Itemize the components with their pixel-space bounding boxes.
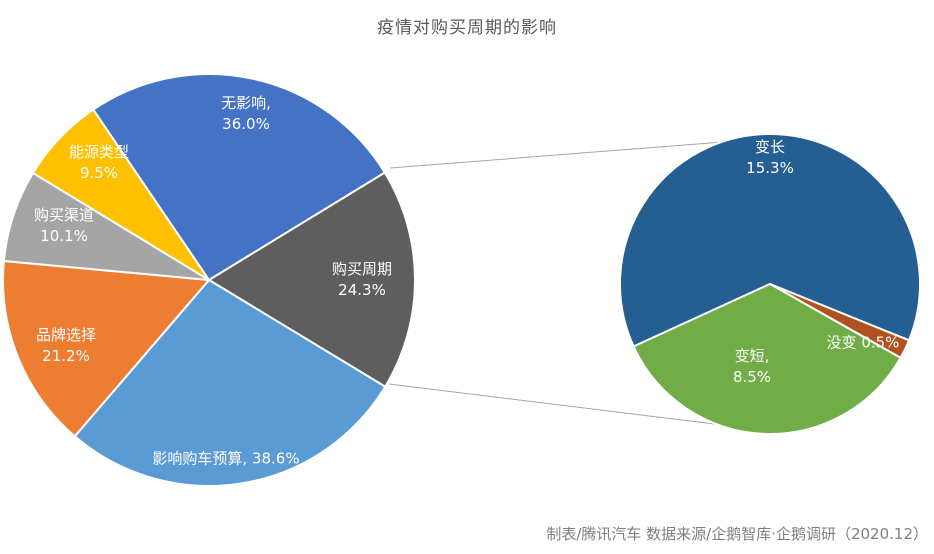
source-note: 制表/腾讯汽车 数据来源/企鹅智库·企鹅调研（2020.12） xyxy=(546,525,928,543)
secondary-pie-slice-0 xyxy=(619,133,921,348)
main-pie-slice-5 xyxy=(32,108,210,281)
connector-line-1 xyxy=(389,140,737,169)
chart-title: 疫情对购买周期的影响 xyxy=(377,18,557,38)
main-pie-slice-1 xyxy=(208,171,416,388)
connector-line-2 xyxy=(388,383,732,427)
main-pie-slice-2 xyxy=(73,279,387,487)
secondary-pie-slice-2 xyxy=(632,283,902,435)
main-pie-slice-3 xyxy=(2,260,210,438)
main-pie-slice-0 xyxy=(92,73,386,281)
